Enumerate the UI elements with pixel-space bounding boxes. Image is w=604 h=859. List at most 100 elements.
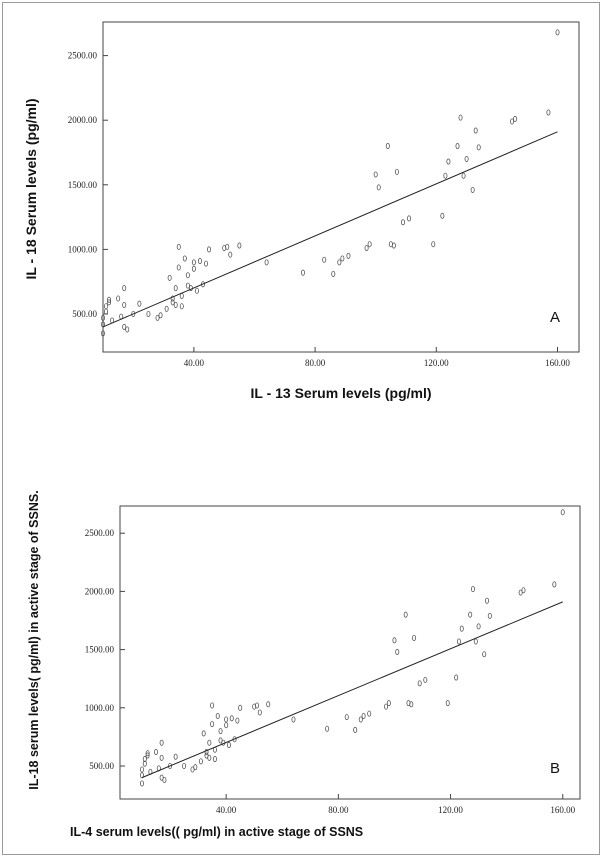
data-point-b	[224, 722, 229, 729]
data-point-a	[264, 259, 269, 266]
data-point-a	[476, 144, 481, 151]
data-point-a	[182, 255, 187, 262]
data-point-a	[237, 242, 242, 249]
x-tick-label-a: 160.00	[545, 358, 570, 368]
data-point-b	[473, 638, 478, 645]
x-tick-label-b: 160.00	[550, 805, 575, 815]
x-tick-label-b: 40.00	[216, 805, 237, 815]
data-point-b	[459, 625, 464, 632]
data-point-a	[137, 300, 142, 307]
fit-line-a	[102, 131, 558, 328]
data-point-a	[131, 310, 136, 317]
data-point-a	[510, 118, 515, 125]
panel-b-label: B	[550, 760, 560, 777]
y-tick-label-b: 500.00	[89, 761, 114, 771]
data-point-a	[155, 314, 160, 321]
x-tick-label-a: 80.00	[305, 358, 326, 368]
data-point-b	[210, 721, 215, 728]
data-point-b	[139, 772, 144, 779]
data-point-b	[173, 753, 178, 760]
x-tick-label-a: 120.00	[424, 358, 449, 368]
data-point-b	[476, 623, 481, 630]
data-point-b	[257, 709, 262, 716]
data-point-b	[445, 700, 450, 707]
data-point-a	[176, 264, 181, 271]
x-tick-label-b: 120.00	[438, 805, 463, 815]
data-point-a	[185, 272, 190, 279]
data-point-a	[337, 259, 342, 266]
data-point-b	[487, 612, 492, 619]
data-point-b	[159, 739, 164, 746]
data-point-a	[158, 312, 163, 319]
data-point-a	[400, 219, 405, 226]
data-point-a	[555, 29, 560, 36]
data-point-a	[391, 242, 396, 249]
data-point-a	[167, 274, 172, 281]
data-point-b	[423, 676, 428, 683]
data-point-a	[107, 299, 112, 306]
data-point-b	[159, 754, 164, 761]
data-point-b	[403, 611, 408, 618]
data-point-a	[101, 321, 106, 328]
data-point-a	[185, 282, 190, 289]
y-tick-label-b: 1500.00	[85, 645, 115, 655]
data-point-b	[198, 758, 203, 765]
data-point-a	[122, 301, 127, 308]
data-point-a	[340, 255, 345, 262]
data-point-a	[116, 295, 121, 302]
data-point-b	[482, 651, 487, 658]
data-point-b	[392, 637, 397, 644]
data-point-a	[461, 172, 466, 179]
data-point-b	[468, 611, 473, 618]
data-point-b	[139, 780, 144, 787]
x-tick-label-a: 40.00	[184, 358, 205, 368]
data-point-b	[193, 764, 198, 771]
data-point-b	[560, 509, 565, 516]
data-point-a	[394, 168, 399, 175]
data-point-a	[464, 155, 469, 162]
ticks-b: 500.00 1000.00 1500.00 2000.00 2500.00 40.00 8…	[85, 528, 576, 815]
panel-b: 500.00 1000.00 1500.00 2000.00 2500.00 40.00 8…	[27, 490, 581, 839]
data-point-b	[417, 680, 422, 687]
data-point-a	[164, 305, 169, 312]
data-point-a	[125, 326, 130, 333]
data-point-a	[179, 303, 184, 310]
y-tick-label-b: 1000.00	[85, 703, 115, 713]
data-point-b	[395, 648, 400, 655]
data-point-a	[443, 172, 448, 179]
fit-line-b	[141, 601, 563, 779]
y-tick-label-a: 2500.00	[68, 51, 98, 61]
data-point-a	[322, 256, 327, 263]
data-point-b	[521, 587, 526, 594]
x-tick-label-b: 80.00	[328, 805, 349, 815]
plot-area-a	[102, 21, 580, 353]
y-tick-label-a: 1500.00	[68, 180, 98, 190]
data-point-b	[204, 749, 209, 756]
data-point-a	[300, 269, 305, 276]
data-point-b	[201, 730, 206, 737]
data-point-b	[409, 701, 414, 708]
data-point-b	[361, 712, 366, 719]
data-point-b	[139, 766, 144, 773]
data-point-b	[325, 725, 330, 732]
data-point-a	[170, 295, 175, 302]
plot-area-b	[119, 505, 581, 800]
data-point-a	[346, 252, 351, 259]
y-tick-label-a: 500.00	[72, 309, 97, 319]
data-point-b	[238, 704, 243, 711]
data-point-a	[455, 143, 460, 150]
data-point-b	[353, 726, 358, 733]
data-point-b	[218, 728, 223, 735]
data-point-a	[513, 115, 518, 122]
data-point-b	[207, 754, 212, 761]
data-point-b	[386, 700, 391, 707]
y-tick-label-a: 1000.00	[68, 244, 98, 254]
ticks-a: 500.00 1000.00 1500.00 2000.00 2500.00 40.00 8…	[68, 51, 571, 368]
data-point-b	[384, 703, 389, 710]
data-point-b	[182, 763, 187, 770]
x-axis-title-a: IL - 13 Serum levels (pg/ml)	[250, 385, 431, 401]
data-point-b	[235, 717, 240, 724]
data-point-a	[146, 310, 151, 317]
